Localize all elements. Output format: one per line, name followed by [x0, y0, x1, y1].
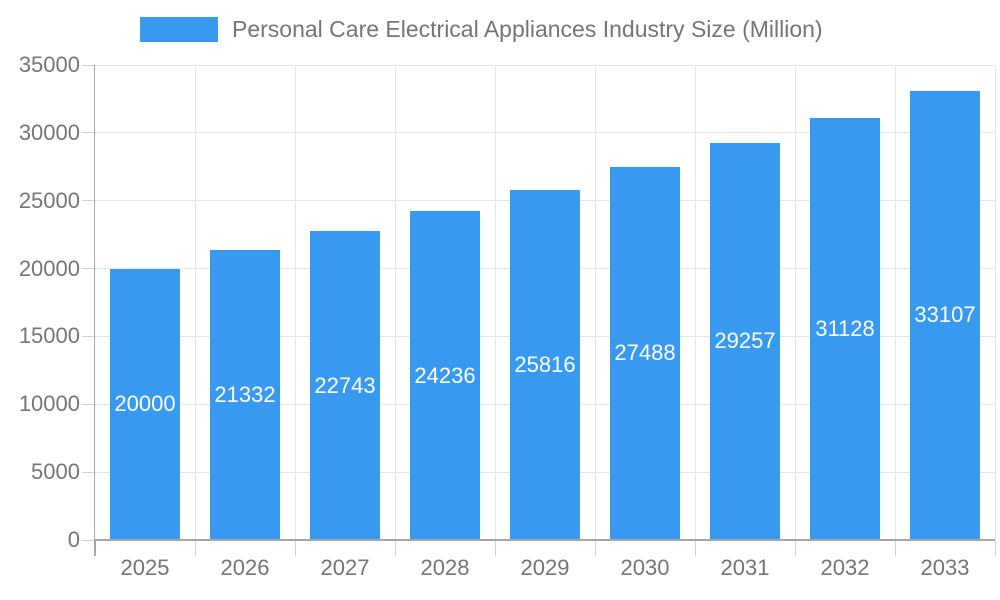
y-tick-label: 0: [67, 527, 80, 552]
bar-value-label: 20000: [114, 391, 176, 417]
x-axis-line: [95, 539, 995, 541]
gridline-vertical: [394, 65, 396, 540]
y-axis-tick: [82, 335, 95, 337]
y-tick-label: 20000: [18, 255, 80, 281]
gridline-vertical: [294, 65, 296, 540]
bar-value-label: 27488: [614, 340, 676, 366]
bar-value-label: 33107: [914, 302, 976, 328]
bar-value-label: 31128: [815, 315, 875, 341]
x-tick-label: 2029: [520, 555, 570, 580]
x-axis-tick: [494, 540, 496, 556]
x-tick-label: 2032: [820, 555, 870, 580]
legend-swatch: [140, 17, 218, 42]
gridline-vertical: [194, 65, 196, 540]
y-axis-tick: [82, 132, 95, 134]
y-tick-label: 5000: [31, 459, 80, 485]
gridline-vertical: [594, 65, 596, 540]
bar-2026[interactable]: 21332: [210, 250, 280, 540]
gridline-horizontal: [95, 132, 995, 134]
x-axis-tick: [194, 540, 196, 556]
x-tick-label: 2028: [420, 555, 470, 580]
gridline-vertical: [894, 65, 896, 540]
y-axis-tick: [82, 403, 95, 405]
bar-value-label: 25816: [514, 351, 576, 377]
y-tick-label: 35000: [18, 52, 80, 77]
x-tick-label: 2031: [720, 555, 770, 580]
bar-value-label: 22743: [314, 372, 376, 398]
bar-value-label: 21332: [214, 382, 276, 408]
y-axis-tick: [82, 539, 95, 541]
bar-2031[interactable]: 29257: [710, 142, 780, 540]
x-tick-label: 2030: [620, 555, 670, 580]
bar-2028[interactable]: 24236: [410, 211, 480, 540]
x-axis-tick: [894, 540, 896, 556]
x-axis-tick: [794, 540, 796, 556]
y-tick-label: 25000: [18, 187, 80, 213]
y-axis-tick: [82, 471, 95, 473]
gridline-vertical: [494, 65, 496, 540]
gridline-vertical: [694, 65, 696, 540]
bar-2029[interactable]: 25816: [510, 189, 580, 540]
x-tick-label: 2025: [120, 555, 170, 580]
bar-2027[interactable]: 22743: [310, 231, 380, 540]
gridline-vertical: [994, 65, 996, 540]
x-axis-tick: [994, 540, 996, 556]
y-tick-label: 15000: [18, 323, 80, 349]
bar-2025[interactable]: 20000: [110, 268, 180, 540]
x-tick-label: 2026: [220, 555, 270, 580]
x-tick-label: 2027: [320, 555, 370, 580]
x-axis-tick: [394, 540, 396, 556]
x-axis-tick: [94, 540, 96, 556]
legend-label: Personal Care Electrical Appliances Indu…: [232, 16, 823, 42]
x-axis-tick: [294, 540, 296, 556]
y-axis-tick: [82, 268, 95, 270]
gridline-vertical: [794, 65, 796, 540]
bar-2032[interactable]: 31128: [810, 117, 880, 540]
chart-legend: Personal Care Electrical Appliances Indu…: [140, 16, 823, 43]
y-axis-tick: [82, 64, 95, 66]
y-tick-label: 30000: [18, 119, 80, 145]
y-axis-line: [94, 65, 95, 556]
bar-value-label: 29257: [714, 328, 776, 354]
x-tick-label: 2033: [920, 555, 970, 580]
bar-value-label: 24236: [414, 362, 476, 388]
bar-2033[interactable]: 33107: [910, 90, 980, 540]
x-axis-tick: [694, 540, 696, 556]
y-axis-tick: [82, 200, 95, 202]
bar-2030[interactable]: 27488: [610, 166, 680, 540]
x-axis-tick: [594, 540, 596, 556]
y-tick-label: 10000: [18, 391, 80, 417]
gridline-horizontal: [95, 64, 995, 66]
